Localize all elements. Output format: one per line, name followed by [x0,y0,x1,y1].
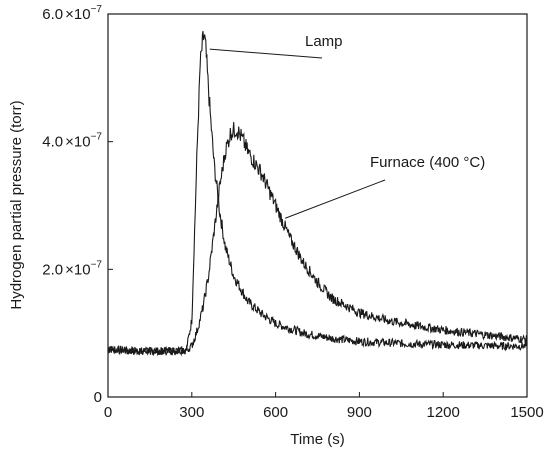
x-tick-label: 600 [263,404,288,421]
series-line-furnace [107,122,528,357]
series-line-lamp [107,31,528,357]
x-tick-label: 900 [347,404,372,421]
y-tick-mantissa: 6.0 [42,6,63,23]
x-axis-ticks: 0 300 600 900 1200 1500 [104,392,544,421]
x-axis-title: Time (s) [290,431,344,448]
y-tick-times: × [65,134,74,151]
y-tick-times: × [65,261,74,278]
y-tick-label: 6.0 ×10−7 [42,4,102,23]
y-axis-title: Hydrogen partial pressure (torr) [8,100,25,309]
y-tick-exponent: −7 [91,259,103,270]
y-tick-base: 10 [74,261,91,278]
y-tick-mantissa: 2.0 [42,261,63,278]
y-tick-exponent: −7 [91,4,103,15]
x-tick-label: 1200 [427,404,460,421]
annotation-label: Furnace (400 °C) [370,154,485,171]
x-tick-label: 1500 [510,404,543,421]
y-axis-ticks: 02.0 ×10−74.0 ×10−76.0 ×10−7 [42,4,113,406]
y-tick-times: × [65,6,74,23]
annotation-leader-line [209,48,323,59]
series-layer [107,31,528,357]
plot-frame [107,13,528,398]
y-tick-mantissa: 4.0 [42,134,63,151]
y-tick-label: 2.0 ×10−7 [42,259,102,278]
y-tick-base: 10 [74,134,91,151]
y-tick-label: 0 [94,389,102,406]
y-tick-exponent: −7 [91,132,103,143]
y-tick-mantissa: 0 [94,389,102,406]
annotation-label: Lamp [305,33,343,50]
annotation-leader-line [285,179,386,219]
y-tick-base: 10 [74,6,91,23]
x-tick-label: 0 [104,404,112,421]
x-tick-label: 300 [179,404,204,421]
y-tick-label: 4.0 ×10−7 [42,132,102,151]
annotation-layer: Lamp Furnace (400 °C) [209,33,485,219]
